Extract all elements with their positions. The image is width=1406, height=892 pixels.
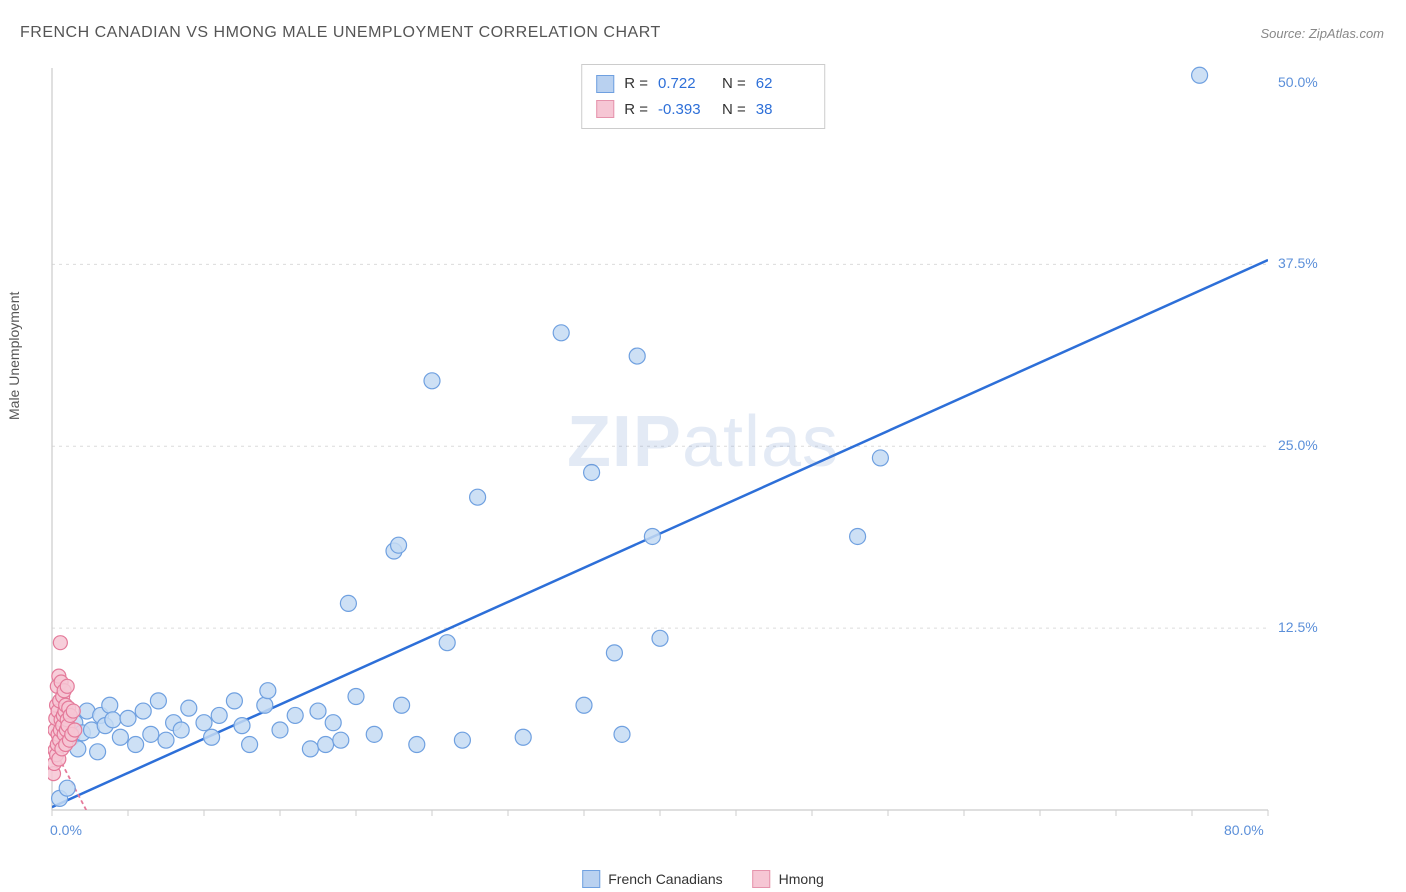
y-axis-label: Male Unemployment [6, 292, 22, 420]
r-label-2: R = [624, 97, 648, 123]
n-value-1: 62 [756, 71, 810, 97]
y-tick-label: 25.0% [1278, 437, 1318, 453]
stats-box: R = 0.722 N = 62 R = -0.393 N = 38 [581, 64, 825, 129]
n-label-1: N = [722, 71, 746, 97]
n-value-2: 38 [756, 97, 810, 123]
legend-item-hmong: Hmong [753, 870, 824, 888]
r-label-1: R = [624, 71, 648, 97]
scatter-chart [48, 60, 1328, 840]
source-label: Source: ZipAtlas.com [1260, 26, 1384, 41]
chart-title: FRENCH CANADIAN VS HMONG MALE UNEMPLOYME… [20, 24, 661, 42]
y-tick-label: 12.5% [1278, 619, 1318, 635]
legend-item-fc: French Canadians [582, 870, 722, 888]
swatch-pink-legend [753, 870, 771, 888]
legend-label-fc: French Canadians [608, 871, 722, 887]
y-tick-label: 50.0% [1278, 74, 1318, 90]
stats-row-1: R = 0.722 N = 62 [596, 71, 810, 97]
swatch-blue-legend [582, 870, 600, 888]
r-value-2: -0.393 [658, 97, 712, 123]
legend-label-hmong: Hmong [779, 871, 824, 887]
stats-row-2: R = -0.393 N = 38 [596, 97, 810, 123]
x-tick-label: 80.0% [1224, 822, 1264, 838]
r-value-1: 0.722 [658, 71, 712, 97]
x-tick-label: 0.0% [50, 822, 82, 838]
legend-bottom: French Canadians Hmong [582, 870, 824, 888]
y-tick-label: 37.5% [1278, 255, 1318, 271]
swatch-blue [596, 75, 614, 93]
plot-area [48, 60, 1328, 840]
n-label-2: N = [722, 97, 746, 123]
swatch-pink [596, 100, 614, 118]
